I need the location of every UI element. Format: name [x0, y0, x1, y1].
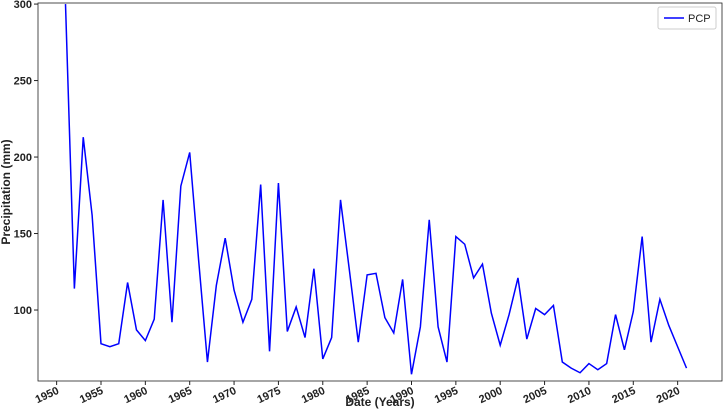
x-tick-label: 1995 [433, 385, 460, 406]
legend-box [657, 6, 717, 30]
x-tick-label: 1960 [122, 385, 149, 406]
x-tick-label: 1955 [78, 385, 105, 406]
y-tick-label: 300 [14, 0, 32, 11]
x-tick-label: 1970 [211, 385, 238, 406]
data-line [64, 4, 688, 375]
y-axis-label: Precipitation (mm) [0, 139, 13, 244]
x-tick-label: 1965 [167, 385, 194, 406]
plot-frame [37, 2, 723, 382]
y-tick-label: 150 [14, 229, 32, 241]
legend-label: PCP [688, 13, 711, 25]
x-tick-label: 2000 [477, 385, 504, 406]
x-tick-label: 2010 [566, 385, 593, 406]
y-tick-label: 100 [14, 305, 32, 317]
x-tick-label: 2015 [610, 385, 637, 406]
x-tick-label: 2005 [522, 385, 549, 406]
x-axis-label: Date (Years) [345, 395, 414, 409]
x-tick-label: 1980 [300, 385, 327, 406]
x-tick-label: 2020 [655, 385, 682, 406]
y-tick-label: 250 [14, 76, 32, 88]
x-tick-label: 1975 [255, 385, 282, 406]
x-tick-label: 1950 [34, 385, 61, 406]
y-tick-label: 200 [14, 152, 32, 164]
